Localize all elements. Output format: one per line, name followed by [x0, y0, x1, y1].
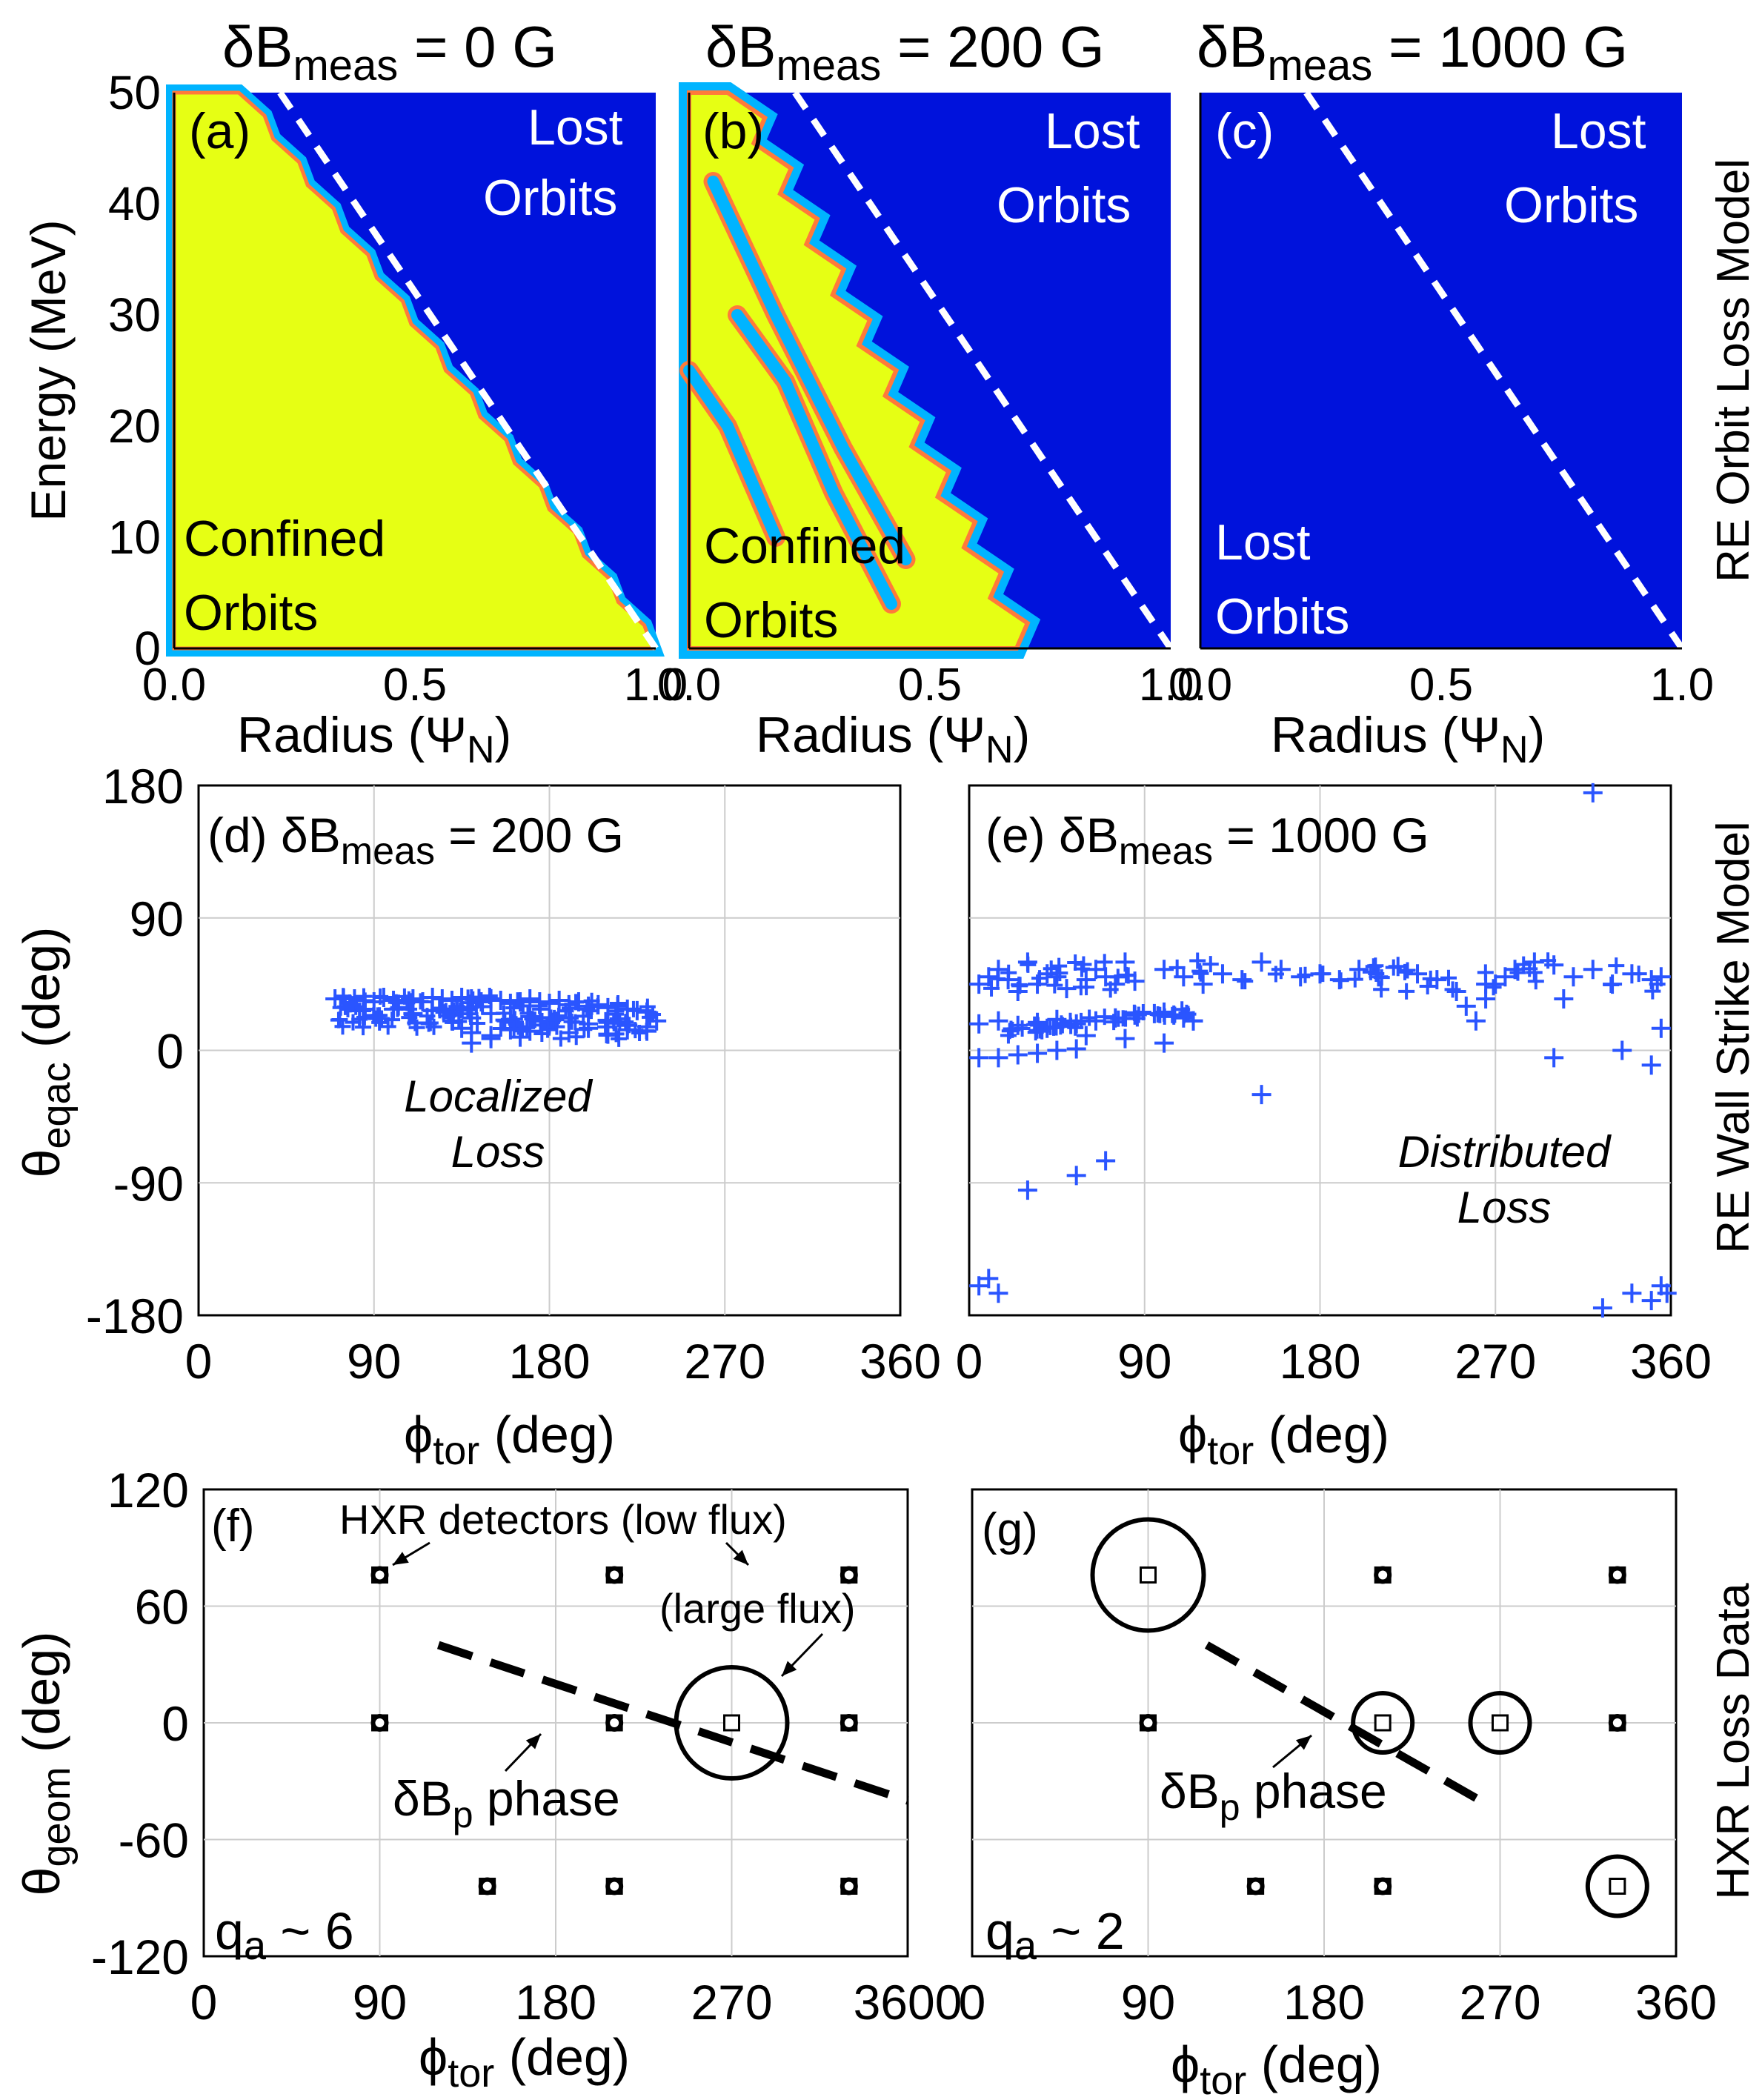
conf-label-b1: Confined	[704, 518, 905, 574]
x-tick-label: 1.0	[1650, 659, 1714, 711]
x-tick-label: 0.5	[898, 659, 962, 711]
y-tick-label: 0	[156, 1024, 184, 1079]
note-distributed-1: Distributed	[1398, 1127, 1612, 1177]
detector-square	[1141, 1568, 1156, 1583]
row-label-top: RE Orbit Loss Model	[1708, 159, 1759, 582]
hxr-xlabels: ϕtor (deg) ϕtor (deg)	[419, 2028, 1382, 2100]
x-tick-label: 270	[1455, 1334, 1536, 1389]
conf-label-c2: Orbits	[1215, 588, 1349, 645]
note-localized-2: Loss	[451, 1127, 545, 1177]
title-a: δBmeas = 0 G	[222, 14, 557, 90]
orbit-xlabel-b: Radius (ΨN)	[756, 707, 1030, 771]
strike-xlabels: ϕtor (deg) ϕtor (deg)	[404, 1406, 1389, 1473]
row-label-bot: HXR Loss Data	[1708, 1583, 1759, 1900]
x-tick-label: 90	[353, 1975, 407, 2030]
x-tick-label: 0.0	[1168, 659, 1232, 711]
y-tick-label: 40	[108, 177, 161, 230]
detector-square	[1610, 1879, 1625, 1894]
row-label-mid: RE Wall Strike Model	[1708, 821, 1759, 1253]
x-tick-label: 180	[1279, 1334, 1360, 1389]
y-tick-label: 60	[135, 1580, 189, 1635]
conf-label-a2: Orbits	[184, 585, 318, 641]
annotation-large-flux: (large flux)	[659, 1585, 856, 1632]
x-tick-label: 0.5	[383, 659, 447, 711]
x-tick-label: 270	[684, 1334, 765, 1389]
phase-label-f: δBp phase	[393, 1771, 620, 1835]
lost-label-b1: Lost	[1045, 103, 1140, 159]
y-tick-label: 120	[107, 1463, 189, 1518]
x-tick-label: 3600	[854, 1975, 963, 2030]
x-tick-label: 90	[1121, 1975, 1175, 2030]
panel-letter-f: (f)	[211, 1501, 255, 1552]
title-c: δBmeas = 1000 G	[1197, 14, 1628, 90]
x-tick-label: 0	[190, 1975, 218, 2030]
conf-label-b2: Orbits	[704, 592, 838, 648]
hxr-xlabel-f: ϕtor (deg)	[419, 2028, 630, 2096]
qa-label-g: qa ~ 2	[985, 1902, 1125, 1968]
x-tick-label: 90	[1117, 1334, 1171, 1389]
x-tick-label: 360	[1635, 1975, 1717, 2030]
detector-square	[1375, 1715, 1390, 1730]
y-tick-label: 0	[162, 1696, 189, 1751]
y-tick-label: -90	[113, 1156, 184, 1211]
x-tick-label: 360	[860, 1334, 941, 1389]
panel-letter-a: (a)	[189, 103, 250, 159]
lost-label-c1: Lost	[1551, 103, 1646, 159]
strike-xlabel-d: ϕtor (deg)	[404, 1406, 615, 1473]
orbit-xlabel-a: Radius (ΨN)	[237, 707, 511, 771]
lost-label-c2: Orbits	[1504, 177, 1638, 233]
x-tick-label: 0	[956, 1334, 983, 1389]
lost-label-a2: Orbits	[483, 170, 617, 226]
phase-label-g: δBp phase	[1160, 1764, 1387, 1828]
y-tick-label: 0	[134, 622, 161, 675]
strike-ylabel: θeqac (deg)	[13, 927, 79, 1178]
detector-square	[725, 1715, 739, 1730]
strike-xlabel-e: ϕtor (deg)	[1178, 1406, 1389, 1473]
x-tick-label: 180	[508, 1334, 590, 1389]
x-tick-label: 90	[347, 1334, 401, 1389]
y-tick-label: -60	[119, 1813, 189, 1868]
panel-letter-g: (g)	[982, 1504, 1038, 1555]
hxr-xlabel-g: ϕtor (deg)	[1171, 2036, 1382, 2100]
x-tick-label: 0	[185, 1334, 213, 1389]
detector-square	[1493, 1715, 1508, 1730]
x-tick-label: 180	[1283, 1975, 1365, 2030]
x-tick-label: 0.5	[1409, 659, 1473, 711]
note-localized-1: Localized	[404, 1071, 593, 1121]
x-tick-label: 360	[1630, 1334, 1712, 1389]
lost-label-b2: Orbits	[997, 177, 1131, 233]
annotation-low-flux: HXR detectors (low flux)	[339, 1496, 787, 1543]
strike-panel-e: 0 90 180 270 360	[956, 783, 1712, 1389]
x-tick-label: 0.0	[657, 659, 721, 711]
y-tick-label: 50	[108, 66, 161, 119]
lost-label-a1: Lost	[528, 99, 623, 156]
title-b: δBmeas = 200 G	[705, 14, 1105, 90]
x-tick-label: 270	[1459, 1975, 1540, 2030]
y-tick-label: 180	[102, 759, 184, 814]
y-tick-label: 30	[108, 288, 161, 342]
orbit-xlabel-c: Radius (ΨN)	[1271, 707, 1545, 771]
panel-letter-b: (b)	[702, 103, 764, 159]
orbit-ylabel: Energy (MeV)	[21, 219, 76, 521]
qa-label-f: qa ~ 6	[215, 1902, 354, 1968]
y-tick-label: -120	[91, 1930, 189, 1984]
note-distributed-2: Loss	[1457, 1183, 1552, 1232]
hxr-ylabel: θgeom (deg)	[13, 1632, 79, 1896]
y-tick-label: 10	[108, 511, 161, 564]
x-tick-label: 180	[515, 1975, 596, 2030]
panel-letter-c: (c)	[1215, 103, 1274, 159]
x-tick-label: 0	[959, 1975, 986, 2030]
y-tick-label: 90	[130, 891, 184, 946]
y-tick-label: 20	[108, 399, 161, 453]
conf-label-c1: Lost	[1215, 514, 1311, 571]
conf-label-a1: Confined	[184, 511, 385, 567]
x-tick-label: 270	[691, 1975, 772, 2030]
y-tick-label: -180	[86, 1289, 184, 1343]
orbit-titles: δBmeas = 0 G δBmeas = 200 G δBmeas = 100…	[222, 14, 1628, 90]
orbit-xlabels: Radius (ΨN) Radius (ΨN) Radius (ΨN)	[237, 707, 1545, 771]
